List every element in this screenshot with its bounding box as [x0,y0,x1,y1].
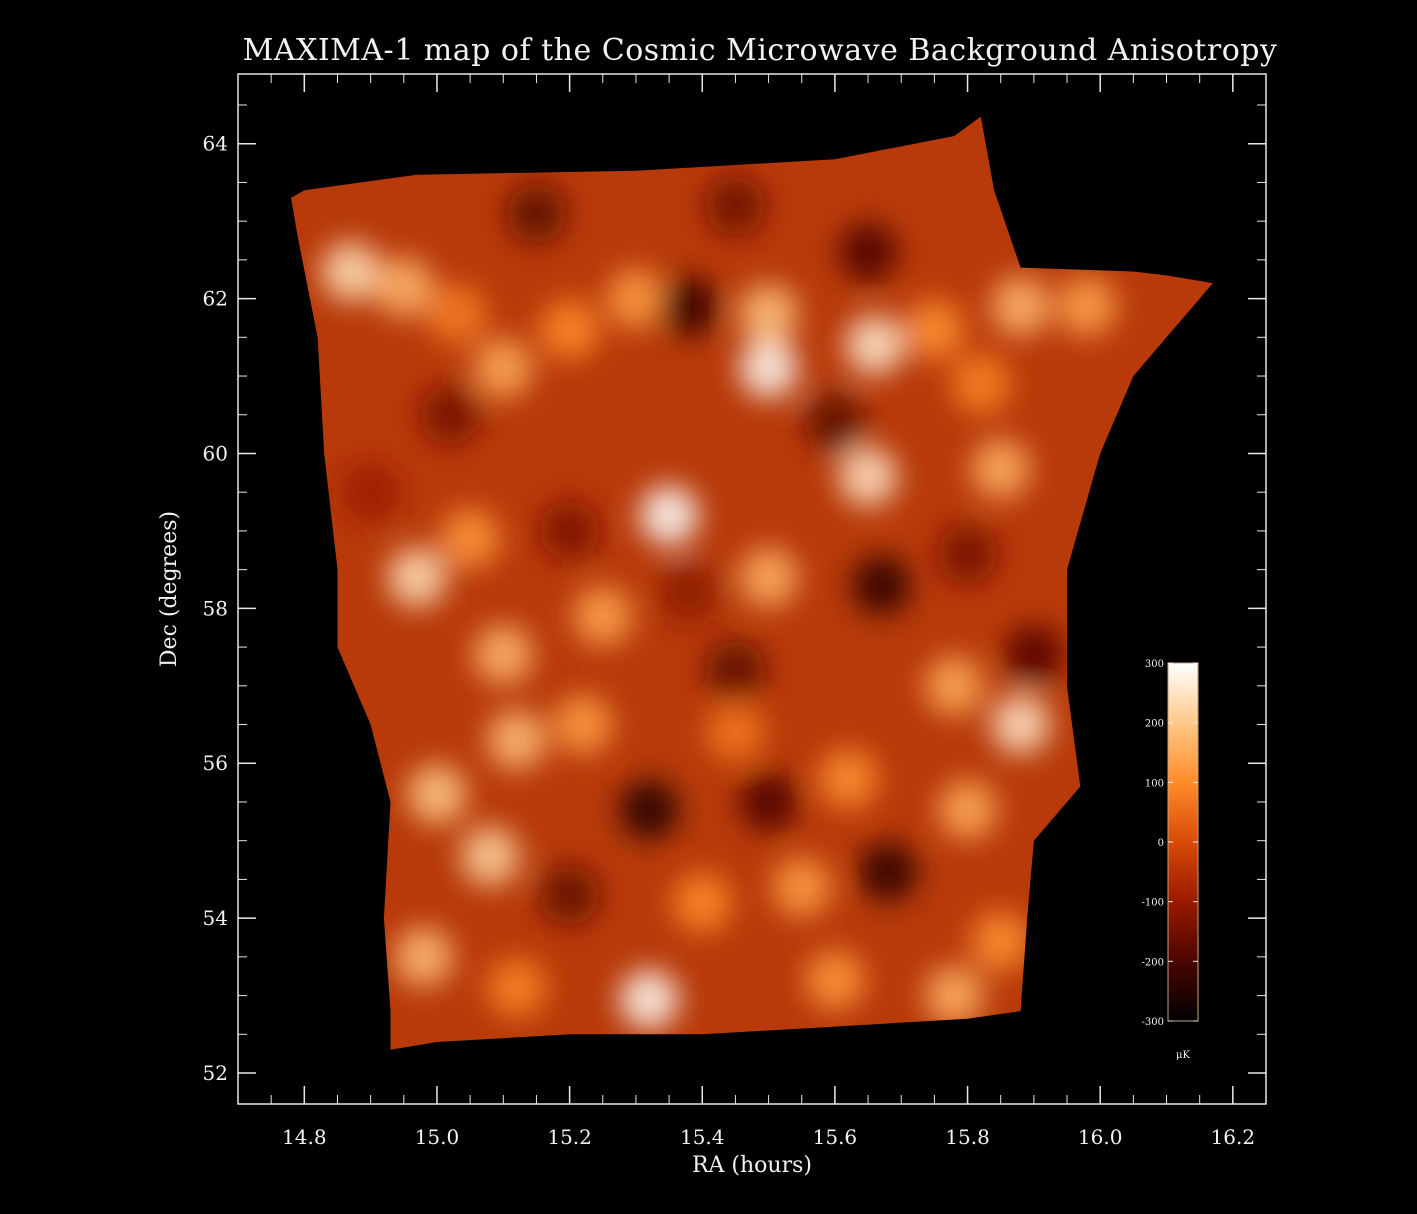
x-tick-label: 15.2 [547,1125,592,1149]
anisotropy-spot [706,176,766,236]
anisotropy-spot [971,911,1031,971]
anisotropy-spot [772,857,832,917]
colorbar-tick-label: 200 [1145,719,1164,730]
x-axis-label: RA (hours) [692,1153,812,1178]
anisotropy-spot [639,485,699,545]
anisotropy-spot [739,547,799,607]
anisotropy-spot [739,284,799,344]
anisotropy-spot [858,842,918,902]
x-tick-label: 16.2 [1211,1125,1256,1149]
y-tick-label: 56 [203,751,228,775]
colorbar-tick-label: 300 [1145,659,1164,670]
anisotropy-spot [540,300,600,360]
anisotropy-spot [487,710,547,770]
anisotropy-spot [1004,625,1064,685]
anisotropy-spot [573,586,633,646]
anisotropy-spot [460,826,520,886]
anisotropy-spot [619,780,679,840]
anisotropy-spot [818,749,878,809]
y-tick-label: 62 [203,287,228,311]
anisotropy-spot [925,966,985,1026]
anisotropy-spot [606,269,666,329]
colorbar-tick-label: 0 [1158,838,1164,849]
anisotropy-spot [673,873,733,933]
anisotropy-spot [739,772,799,832]
anisotropy-spot [838,222,898,282]
anisotropy-spot [540,865,600,925]
anisotropy-spot [838,447,898,507]
anisotropy-spot [540,501,600,561]
anisotropy-spot [427,284,487,344]
anisotropy-spot [659,563,719,623]
anisotropy-spot [341,462,401,522]
anisotropy-spot [374,257,434,317]
anisotropy-spot [805,950,865,1010]
anisotropy-spot [925,656,985,716]
anisotropy-spot [487,958,547,1018]
y-tick-label: 64 [203,132,228,156]
anisotropy-spot [619,970,679,1030]
anisotropy-spot [474,625,534,685]
anisotropy-spot [507,183,567,243]
anisotropy-spot [938,524,998,584]
y-tick-label: 54 [203,906,228,930]
anisotropy-spot [394,927,454,987]
anisotropy-spot [440,509,500,569]
chart-title: MAXIMA-1 map of the Cosmic Microwave Bac… [243,33,1278,68]
y-axis-label: Dec (degrees) [157,511,182,667]
anisotropy-spot [938,780,998,840]
y-tick-label: 52 [203,1061,228,1085]
anisotropy-spot [706,702,766,762]
colorbar-unit: μK [1176,1050,1190,1061]
anisotropy-spot [420,385,480,445]
y-tick-label: 60 [203,441,228,465]
anisotropy-spot [845,315,905,375]
anisotropy-spot [739,338,799,398]
anisotropy-spot [991,276,1051,336]
colorbar-tick-label: -300 [1142,1017,1164,1028]
anisotropy-spot [852,555,912,615]
anisotropy-spot [805,393,865,453]
anisotropy-spot [951,354,1011,414]
x-tick-label: 15.6 [813,1125,858,1149]
anisotropy-spot [321,242,381,302]
anisotropy-spot [991,695,1051,755]
anisotropy-spot [971,439,1031,499]
anisotropy-spot [553,695,613,755]
anisotropy-spot [407,764,467,824]
x-tick-label: 15.0 [415,1125,460,1149]
y-tick-label: 58 [203,596,228,620]
anisotropy-spot [659,276,719,336]
colorbar-tick-label: -200 [1142,957,1164,968]
anisotropy-spot [474,338,534,398]
x-tick-label: 14.8 [282,1125,327,1149]
colorbar-tick-label: 100 [1145,778,1164,789]
x-tick-label: 16.0 [1078,1125,1123,1149]
anisotropy-spot [905,300,965,360]
colorbar-tick-label: -100 [1142,898,1164,909]
x-tick-label: 15.4 [680,1125,725,1149]
x-tick-label: 15.8 [945,1125,990,1149]
anisotropy-spot [1057,276,1117,336]
anisotropy-spot [387,547,447,607]
anisotropy-spot [706,640,766,700]
colorbar: 300 200 100 0 -100 -200 -300 μK [1142,659,1198,1061]
